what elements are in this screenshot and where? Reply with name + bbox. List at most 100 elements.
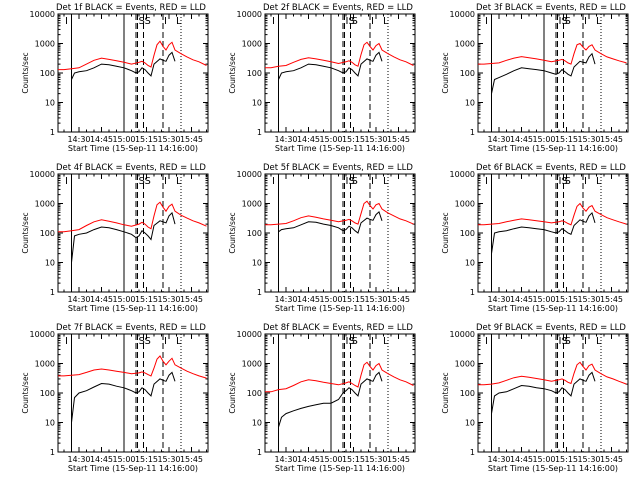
plot-frame bbox=[264, 173, 416, 293]
y-tick-label: 100 bbox=[247, 69, 262, 78]
time-marker-label: L bbox=[596, 16, 602, 27]
y-tick-label: 10 bbox=[465, 259, 475, 268]
y-tick-label: 1 bbox=[257, 288, 262, 297]
events-series-line bbox=[71, 371, 176, 423]
plot-frame bbox=[264, 333, 416, 453]
chart-panel-1: Det 1f BLACK = Events, RED = LLD 1 10 100 10… bbox=[21, 3, 209, 153]
time-marker-label: L bbox=[383, 336, 389, 347]
time-marker-label: IS bbox=[559, 16, 568, 27]
x-axis-label: Start Time (15-Sep-11 14:16:00) bbox=[488, 304, 618, 313]
time-marker-label: I bbox=[164, 336, 167, 347]
y-tick-label: 10000 bbox=[30, 170, 55, 179]
time-marker-label: I bbox=[584, 336, 587, 347]
x-tick-label: 14:30 bbox=[487, 455, 510, 464]
x-tick-label: 14:45 bbox=[90, 455, 113, 464]
x-tick-label: 15:45 bbox=[387, 135, 410, 144]
x-tick-label: 15:30 bbox=[577, 295, 600, 304]
y-tick-label: 1 bbox=[50, 128, 55, 137]
x-tick-label: 15:00 bbox=[532, 455, 555, 464]
x-axis-label: Start Time (15-Sep-11 14:16:00) bbox=[488, 144, 618, 153]
y-tick-label: 10000 bbox=[30, 10, 55, 19]
x-tick-label: 15:30 bbox=[364, 455, 387, 464]
y-tick-label: 1000 bbox=[455, 360, 475, 369]
y-tick-label: 100 bbox=[40, 389, 55, 398]
chart-panel-5: Det 5f BLACK = Events, RED = LLD 1 10 100 10… bbox=[228, 163, 416, 313]
time-marker-label: S bbox=[145, 336, 151, 347]
lld-series-line bbox=[478, 361, 627, 386]
y-tick-label: 100 bbox=[460, 229, 475, 238]
lld-series-line bbox=[58, 201, 207, 233]
y-tick-label: 1000 bbox=[455, 200, 475, 209]
chart-panel-6: Det 6f BLACK = Events, RED = LLD 1 10 100 10… bbox=[441, 163, 629, 313]
time-marker-label: S bbox=[352, 336, 358, 347]
plot-frame bbox=[57, 13, 209, 133]
y-axis-label: Counts/sec bbox=[228, 52, 237, 93]
y-tick-label: 1000 bbox=[35, 360, 55, 369]
lld-series-line bbox=[478, 202, 627, 226]
time-marker-label: S bbox=[145, 176, 151, 187]
time-marker-label: IS bbox=[346, 336, 355, 347]
x-tick-label: 14:30 bbox=[67, 295, 90, 304]
y-axis-label: Counts/sec bbox=[441, 212, 450, 253]
time-marker-label: I bbox=[272, 176, 275, 187]
x-tick-label: 15:45 bbox=[600, 455, 623, 464]
x-tick-label: 15:30 bbox=[157, 295, 180, 304]
lld-series-line bbox=[58, 355, 207, 379]
events-series-line bbox=[278, 51, 383, 80]
time-marker-label: IS bbox=[559, 176, 568, 187]
chart-panel-8: Det 8f BLACK = Events, RED = LLD 1 10 100 10… bbox=[228, 323, 416, 473]
x-tick-label: 14:45 bbox=[90, 135, 113, 144]
y-tick-label: 1 bbox=[257, 128, 262, 137]
x-tick-label: 15:30 bbox=[364, 295, 387, 304]
plot-frame bbox=[264, 13, 416, 133]
time-marker-label: I bbox=[584, 16, 587, 27]
y-tick-label: 100 bbox=[40, 69, 55, 78]
chart-panel-7: Det 7f BLACK = Events, RED = LLD 1 10 100 10… bbox=[21, 323, 209, 473]
time-marker-label: IS bbox=[559, 336, 568, 347]
x-tick-label: 15:00 bbox=[112, 455, 135, 464]
y-tick-label: 1000 bbox=[242, 360, 262, 369]
time-marker-label: I bbox=[272, 336, 275, 347]
time-marker-label: S bbox=[565, 336, 571, 347]
time-marker-label: I bbox=[584, 176, 587, 187]
time-marker-label: S bbox=[145, 16, 151, 27]
x-tick-label: 15:15 bbox=[135, 455, 158, 464]
x-axis-label: Start Time (15-Sep-11 14:16:00) bbox=[68, 464, 198, 473]
time-marker-label: IS bbox=[346, 16, 355, 27]
y-tick-label: 1 bbox=[50, 288, 55, 297]
x-tick-label: 15:45 bbox=[387, 295, 410, 304]
time-marker-label: L bbox=[176, 336, 182, 347]
y-tick-label: 1000 bbox=[455, 40, 475, 49]
lld-series-line bbox=[265, 41, 414, 69]
x-tick-label: 14:45 bbox=[297, 295, 320, 304]
y-axis-label: Counts/sec bbox=[21, 372, 30, 413]
x-tick-label: 14:30 bbox=[274, 135, 297, 144]
time-marker-label: I bbox=[164, 176, 167, 187]
y-tick-label: 1 bbox=[470, 448, 475, 457]
x-tick-label: 15:45 bbox=[180, 135, 203, 144]
x-tick-label: 14:45 bbox=[297, 135, 320, 144]
events-series-line bbox=[491, 52, 596, 94]
x-tick-label: 15:00 bbox=[319, 295, 342, 304]
lld-series-line bbox=[265, 200, 414, 226]
y-tick-label: 10 bbox=[45, 419, 55, 428]
y-tick-label: 10000 bbox=[237, 170, 262, 179]
lld-series-line bbox=[478, 42, 627, 65]
x-tick-label: 15:30 bbox=[157, 455, 180, 464]
x-axis-label: Start Time (15-Sep-11 14:16:00) bbox=[68, 304, 198, 313]
x-tick-label: 14:30 bbox=[487, 295, 510, 304]
time-marker-label: S bbox=[139, 176, 145, 187]
events-series-line bbox=[278, 371, 383, 428]
x-tick-label: 14:45 bbox=[90, 295, 113, 304]
time-marker-label: L bbox=[383, 176, 389, 187]
x-tick-label: 15:15 bbox=[555, 455, 578, 464]
y-axis-label: Counts/sec bbox=[21, 52, 30, 93]
y-tick-label: 10000 bbox=[450, 330, 475, 339]
time-marker-label: L bbox=[176, 176, 182, 187]
time-marker-label: I bbox=[371, 176, 374, 187]
y-tick-label: 10 bbox=[465, 419, 475, 428]
time-marker-label: S bbox=[352, 176, 358, 187]
lld-series-line bbox=[58, 40, 207, 71]
y-tick-label: 10000 bbox=[237, 10, 262, 19]
